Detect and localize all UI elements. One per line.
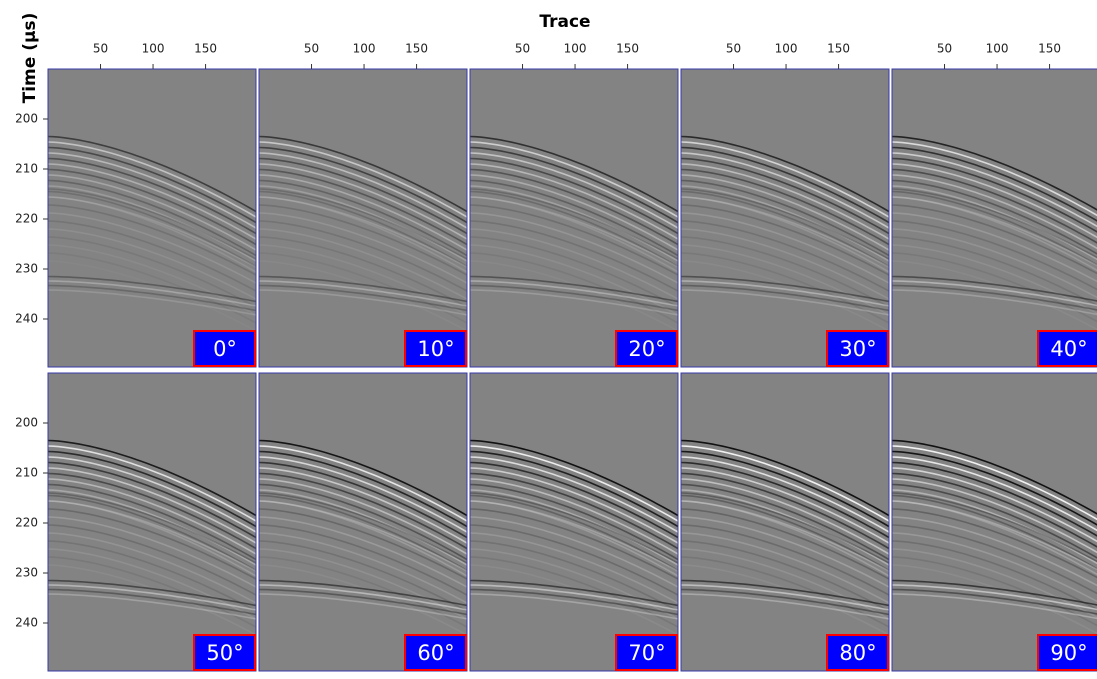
- panel-background: [892, 69, 1097, 367]
- angle-label: 20°: [628, 337, 665, 361]
- x-tick-label: 150: [827, 42, 850, 56]
- y-tick-label: 220: [15, 516, 38, 530]
- panel-background: [681, 69, 889, 367]
- y-tick-label: 200: [15, 416, 38, 430]
- panel: [48, 373, 256, 671]
- y-tick-label: 230: [15, 262, 38, 276]
- panel: [470, 373, 678, 671]
- panel: [470, 69, 678, 367]
- x-tick-label: 150: [405, 42, 428, 56]
- panel-background: [259, 373, 467, 671]
- panel-background: [470, 69, 678, 367]
- angle-label: 60°: [417, 641, 454, 665]
- x-tick-label: 50: [515, 42, 530, 56]
- angle-label: 0°: [213, 337, 237, 361]
- x-tick-label: 50: [304, 42, 319, 56]
- angle-label: 70°: [628, 641, 665, 665]
- x-tick-label: 150: [1038, 42, 1061, 56]
- panel-background: [259, 69, 467, 367]
- x-tick-label: 150: [616, 42, 639, 56]
- x-tick-label: 50: [937, 42, 952, 56]
- panel: [259, 373, 467, 671]
- angle-label: 90°: [1050, 641, 1087, 665]
- angle-label: 80°: [839, 641, 876, 665]
- x-tick-label: 100: [986, 42, 1009, 56]
- panel: [48, 69, 256, 367]
- x-tick-label: 150: [194, 42, 217, 56]
- angle-label: 40°: [1050, 337, 1087, 361]
- panel-background: [470, 373, 678, 671]
- panel-background: [892, 373, 1097, 671]
- panel: [892, 373, 1097, 671]
- panel-background: [48, 373, 256, 671]
- y-tick-label: 240: [15, 312, 38, 326]
- x-tick-label: 100: [775, 42, 798, 56]
- panel: [681, 69, 889, 367]
- y-tick-label: 220: [15, 212, 38, 226]
- y-tick-label: 200: [15, 112, 38, 126]
- angle-label: 30°: [839, 337, 876, 361]
- figure: Trace Time (µs) 0° 50 100 150 200 210 220 230 24…: [0, 0, 1097, 675]
- y-tick-label: 240: [15, 616, 38, 630]
- y-tick-label: 210: [15, 162, 38, 176]
- x-tick-label: 50: [93, 42, 108, 56]
- y-tick-label: 210: [15, 466, 38, 480]
- panel: [892, 69, 1097, 367]
- y-axis-title: Time (µs): [20, 13, 40, 104]
- angle-label: 10°: [417, 337, 454, 361]
- x-tick-label: 100: [564, 42, 587, 56]
- y-tick-label: 230: [15, 566, 38, 580]
- x-axis-title: Trace: [539, 12, 590, 32]
- panel-background: [48, 69, 256, 367]
- panel: [681, 373, 889, 671]
- panel: [259, 69, 467, 367]
- x-tick-label: 50: [726, 42, 741, 56]
- angle-label: 50°: [206, 641, 243, 665]
- x-tick-label: 100: [142, 42, 165, 56]
- x-tick-label: 100: [353, 42, 376, 56]
- panel-background: [681, 373, 889, 671]
